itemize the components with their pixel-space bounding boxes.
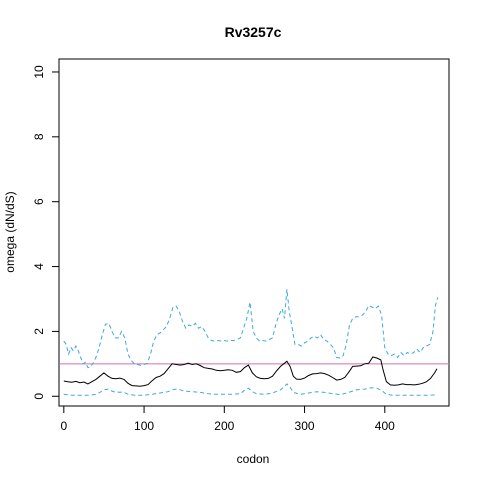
x-tick-label: 100 [134,419,154,433]
y-tick-label: 2 [32,328,46,335]
chart-title: Rv3257c [225,24,282,40]
omega-estimate-line [63,356,438,387]
y-axis-label: omega (dN/dS) [3,191,17,272]
upper-bound-line [63,289,439,369]
x-tick-label: 300 [295,419,315,433]
y-tick-label: 4 [32,263,46,270]
series-group [63,289,439,396]
y-tick-label: 6 [32,198,46,205]
y-tick-label: 10 [32,65,46,79]
y-axis: 0 2 4 6 8 10 [32,65,59,400]
plot-frame [58,58,450,407]
x-axis: 0 100 200 300 400 [60,406,395,433]
x-tick-label: 0 [60,419,67,433]
lower-bound-line [63,383,438,396]
y-tick-label: 0 [32,393,46,400]
x-tick-label: 200 [214,419,234,433]
y-tick-label: 8 [32,133,46,140]
x-axis-label: codon [237,452,270,466]
x-tick-label: 400 [375,419,395,433]
